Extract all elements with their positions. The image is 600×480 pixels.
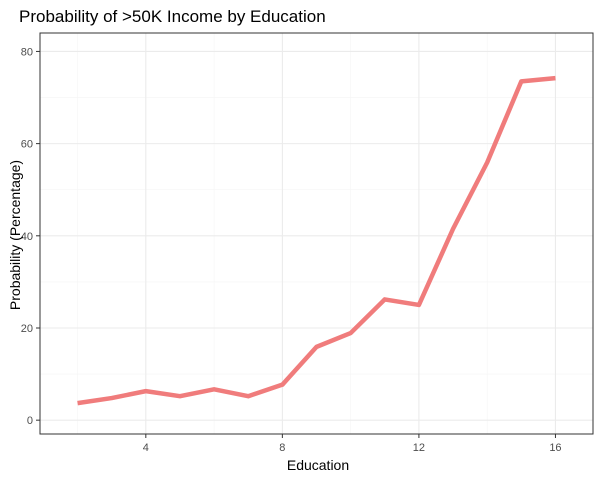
y-axis-title: Probability (Percentage)	[7, 160, 23, 310]
series-line	[77, 75, 556, 406]
y-axis: 0 20 40 60 80	[21, 46, 40, 427]
series-line-group	[77, 75, 556, 406]
x-tick-label: 8	[279, 442, 285, 454]
x-axis: 4 8 12 16	[143, 434, 562, 454]
y-tick-label: 20	[21, 323, 33, 335]
grid	[40, 33, 593, 434]
y-tick-label: 40	[21, 231, 33, 243]
y-tick-label: 80	[21, 46, 33, 58]
x-tick-label: 12	[413, 442, 425, 454]
x-tick-label: 16	[549, 442, 561, 454]
y-tick-label: 60	[21, 139, 33, 151]
x-axis-title: Education	[287, 457, 349, 473]
x-tick-label: 4	[143, 442, 149, 454]
chart-title: Probability of >50K Income by Education	[19, 7, 326, 26]
y-tick-label: 0	[27, 415, 33, 427]
panel-border	[39, 32, 594, 435]
